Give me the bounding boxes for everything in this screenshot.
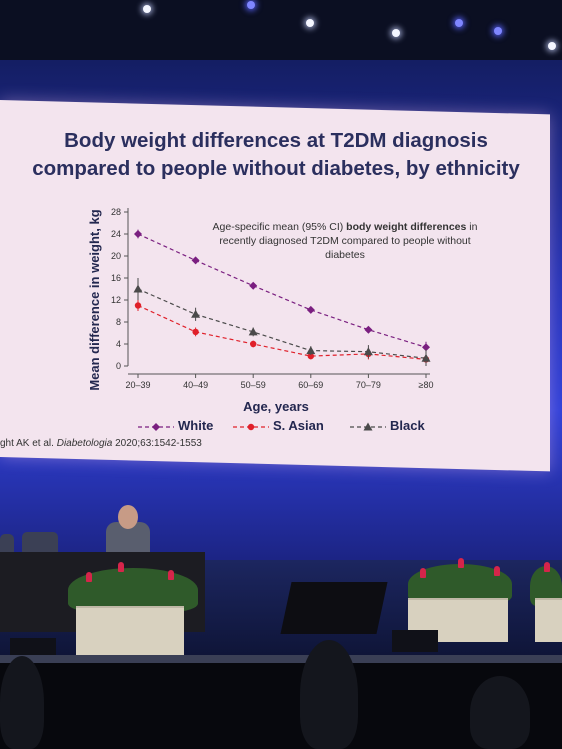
- data-point-diamond: [152, 422, 160, 431]
- data-point-triangle: [363, 422, 373, 431]
- x-tick-label: ≥80: [419, 380, 434, 390]
- flower: [86, 572, 92, 582]
- audience-member: [0, 656, 44, 749]
- legend-swatch: [350, 422, 386, 431]
- data-point-circle: [247, 423, 255, 430]
- stage-monitor: [280, 582, 388, 634]
- chart-series: [133, 229, 431, 366]
- citation-reference: 2020;63:1542-1553: [112, 438, 202, 449]
- ceiling-light: [306, 19, 314, 27]
- citation-journal: Diabetologia: [56, 438, 113, 449]
- ceiling-light: [392, 29, 400, 37]
- x-tick-label: 20–39: [125, 380, 150, 390]
- ceiling-light: [455, 19, 463, 27]
- flower: [494, 566, 500, 576]
- audience-member: [470, 676, 530, 749]
- data-point-diamond: [249, 281, 258, 290]
- data-point-diamond: [422, 343, 430, 352]
- legend-swatch: [233, 423, 269, 430]
- legend-label: S. Asian: [273, 418, 324, 433]
- slide-title-line-1: Body weight differences at T2DM diagnosi…: [64, 129, 488, 152]
- series-line: [137, 288, 427, 359]
- y-tick-label: 20: [111, 251, 121, 261]
- annotation-text: in recently diagnosed T2DM compared to p…: [219, 221, 478, 261]
- data-point-diamond: [191, 256, 200, 265]
- data-point-triangle: [191, 309, 201, 318]
- ceiling-light: [247, 1, 255, 9]
- data-point-triangle: [363, 347, 373, 356]
- data-point-diamond: [134, 230, 142, 238]
- chart-annotation: Age-specific mean (95% CI) body weight d…: [200, 220, 490, 262]
- floor-speaker: [10, 638, 56, 660]
- legend-swatch: [138, 422, 174, 431]
- x-tick-label: 70–79: [356, 380, 381, 390]
- chair: [22, 532, 58, 554]
- ceiling-light: [494, 27, 502, 35]
- citation-authors: ght AK et al.: [0, 438, 57, 449]
- series-s-asian: [134, 300, 430, 365]
- chair: [0, 534, 14, 556]
- legend-item: S. Asian: [233, 418, 324, 433]
- x-tick-label: 40–49: [183, 380, 208, 390]
- audience-member: [300, 640, 358, 749]
- ceiling-light: [548, 42, 556, 50]
- slide-title-line-2: compared to people without diabetes, by …: [32, 157, 520, 180]
- data-point-triangle: [306, 346, 316, 355]
- y-tick-label: 24: [111, 229, 121, 239]
- legend-item: White: [138, 418, 213, 433]
- data-point-triangle: [133, 284, 143, 293]
- x-tick-label: 50–59: [241, 380, 266, 390]
- y-tick-label: 4: [116, 339, 121, 349]
- legend-label: White: [178, 418, 214, 433]
- chart-legend: White S. Asian Black: [138, 418, 438, 438]
- planter-box: [535, 598, 562, 642]
- ceiling-light: [143, 5, 151, 13]
- y-tick-label: 16: [111, 273, 121, 283]
- y-tick-label: 8: [116, 317, 121, 327]
- y-tick-label: 0: [116, 361, 121, 371]
- data-point-circle: [250, 340, 257, 348]
- data-point-diamond: [364, 325, 373, 334]
- presenter-head: [118, 505, 138, 529]
- chart-axes: 0 4 8 12 16 20 24 28 20–39 40–49 50–59 60–69 70–79 ≥8…: [111, 207, 433, 390]
- flower: [420, 568, 426, 578]
- floor-speaker: [392, 630, 438, 652]
- data-point-circle: [134, 302, 142, 309]
- data-point-triangle: [421, 353, 431, 362]
- audience-area: [0, 663, 562, 749]
- data-point-triangle: [248, 327, 258, 336]
- annotation-text: Age-specific mean (95% CI): [212, 221, 347, 233]
- x-axis-label: Age, years: [243, 399, 309, 414]
- y-axis-label: Mean difference in weight, kg: [87, 209, 102, 390]
- planter-box: [76, 606, 184, 658]
- y-tick-label: 28: [111, 207, 121, 217]
- x-tick-label: 60–69: [298, 380, 323, 390]
- series-black: [133, 278, 431, 366]
- data-point-diamond: [306, 305, 315, 314]
- annotation-emphasis: body weight differences: [346, 221, 467, 233]
- data-point-circle: [307, 352, 314, 360]
- y-tick-label: 12: [111, 295, 121, 305]
- flower: [544, 562, 550, 572]
- legend-item: Black: [350, 418, 425, 433]
- series-line: [137, 304, 427, 360]
- flower: [118, 562, 124, 572]
- data-point-circle: [192, 328, 199, 336]
- series-line: [137, 233, 427, 348]
- slide-citation: ght AK et al. Diabetologia 2020;63:1542-…: [0, 438, 202, 449]
- series-white: [134, 229, 430, 353]
- stage-edge: [0, 655, 562, 663]
- flower: [458, 558, 464, 568]
- legend-label: Black: [390, 418, 425, 433]
- slide-title: Body weight differences at T2DM diagnosi…: [0, 127, 552, 183]
- flower: [168, 570, 174, 580]
